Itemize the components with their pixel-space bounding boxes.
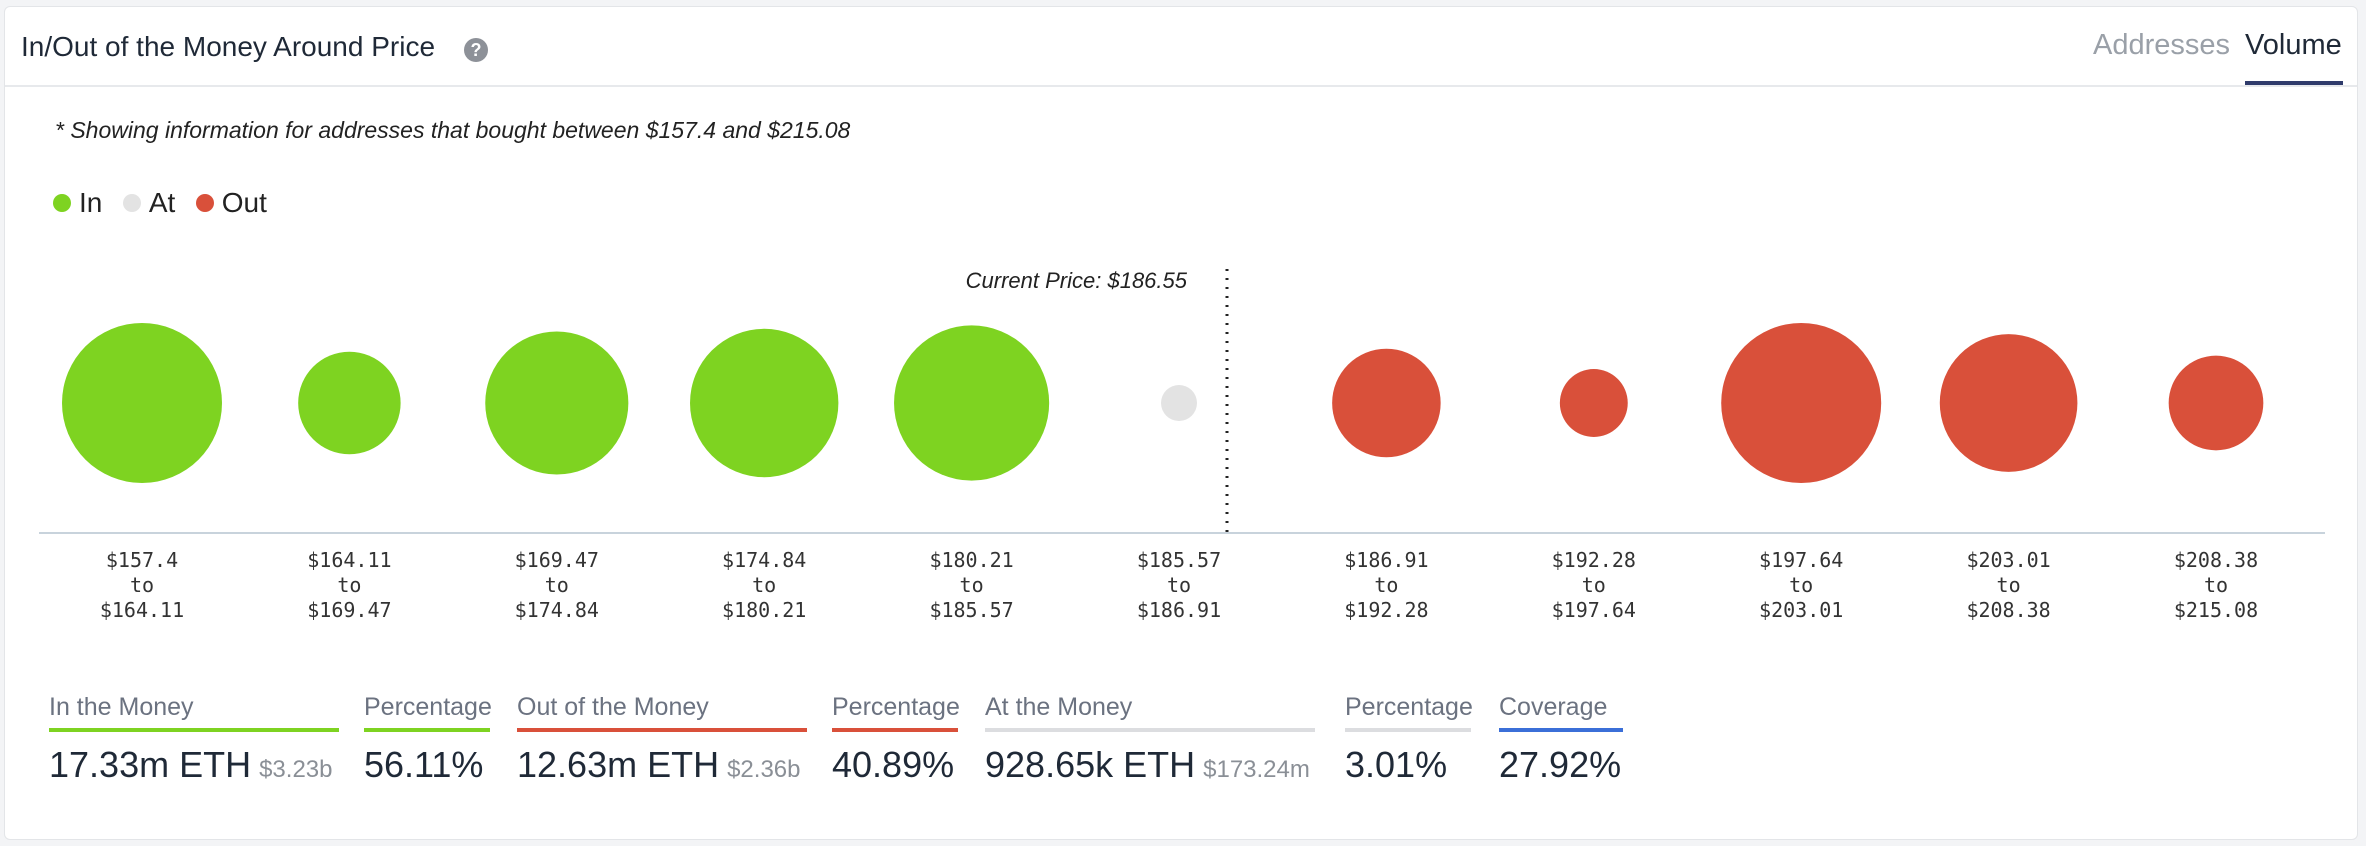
tick-label-connector: to [752, 573, 776, 597]
tick-label: $197.64 [1552, 598, 1636, 622]
stat-bar [985, 728, 1315, 732]
card-title: In/Out of the Money Around Price [21, 31, 436, 62]
stat-label: Percentage [1345, 693, 1473, 721]
tick-label-connector: to [337, 573, 361, 597]
chart-card: In/Out of the Money Around Price ? Addre… [4, 6, 2358, 840]
tab-addresses[interactable]: Addresses [2093, 29, 2231, 61]
bubble-chart: $157.4to$164.11$164.11to$169.47$169.47to… [39, 268, 2325, 622]
stat-usd-value: $2.36b [727, 756, 801, 783]
tick-label-connector: to [1582, 573, 1606, 597]
range-note: * Showing information for addresses that… [55, 117, 851, 143]
tick-label: $203.01 [1966, 548, 2050, 572]
tick-label: $197.64 [1759, 548, 1843, 572]
stat-value: 3.01% [1345, 744, 1448, 785]
stat-label: At the Money [985, 693, 1133, 721]
stat-main-value: 928.65k ETH [985, 744, 1196, 785]
bubble-in [62, 323, 222, 483]
tick-label: $169.47 [307, 598, 391, 622]
stat-label: Out of the Money [517, 693, 709, 721]
stat-coverage: Coverage 27.92% [1499, 693, 1623, 786]
stat-out-of-the-money: Out of the Money 12.63m ETH $2.36b [517, 693, 807, 786]
stat-at-the-money: At the Money 928.65k ETH $173.24m [985, 693, 1315, 786]
stat-label: In the Money [49, 693, 194, 721]
stat-in-the-money: In the Money 17.33m ETH $3.23b [49, 693, 339, 786]
legend-dot-at [122, 193, 141, 212]
legend-dot-in [53, 193, 71, 212]
legend-label-in: In [79, 187, 103, 218]
tick-label-connector: to [1167, 573, 1191, 597]
stat-bar [1499, 728, 1623, 732]
stat-in-percentage: Percentage 56.11% [364, 693, 492, 786]
bubble-out [1721, 323, 1882, 483]
bubble-in [485, 331, 629, 475]
tick-label: $192.28 [1552, 548, 1636, 572]
card-header: In/Out of the Money Around Price ? Addre… [5, 7, 2357, 87]
legend: In At Out [53, 187, 283, 221]
tick-label: $157.4 [106, 548, 178, 572]
tick-label: $208.38 [1966, 598, 2050, 622]
current-price-label: Current Price: $186.55 [966, 268, 1188, 293]
tick-label: $185.57 [1137, 548, 1221, 572]
tick-label: $186.91 [1137, 598, 1221, 622]
bubble-out [2168, 355, 2264, 451]
stat-bar [517, 728, 807, 732]
stat-label: Percentage [364, 693, 492, 721]
tick-label: $215.08 [2174, 598, 2258, 622]
stat-bar [1345, 728, 1471, 732]
tick-label-connector: to [545, 573, 569, 597]
tick-label-connector: to [960, 573, 984, 597]
tick-label-connector: to [1374, 573, 1398, 597]
stat-bar [832, 728, 958, 732]
tick-label: $180.21 [722, 598, 806, 622]
tick-label-connector: to [130, 573, 154, 597]
stat-at-percentage: Percentage 3.01% [1345, 693, 1473, 786]
tick-label: $203.01 [1759, 598, 1843, 622]
stat-value: 928.65k ETH $173.24m [985, 744, 1315, 786]
tick-label-connector: to [1789, 573, 1813, 597]
stat-out-percentage: Percentage 40.89% [832, 693, 960, 786]
tick-label: $174.84 [722, 548, 806, 572]
tick-label: $208.38 [2174, 548, 2258, 572]
stat-value: 17.33m ETH $3.23b [49, 744, 339, 786]
tab-volume[interactable]: Volume [2245, 29, 2342, 61]
tick-label: $169.47 [515, 548, 599, 572]
tick-label: $164.11 [100, 598, 184, 622]
stat-usd-value: $173.24m [1203, 756, 1310, 783]
stat-main-value: 12.63m ETH [517, 744, 720, 785]
bubble-out [1332, 348, 1441, 458]
bubble-out [1939, 334, 2078, 472]
tick-label: $174.84 [515, 598, 599, 622]
tick-label: $185.57 [929, 598, 1013, 622]
legend-dot-out [195, 193, 214, 212]
legend-item-in[interactable]: In [53, 187, 102, 219]
stat-label: Percentage [832, 693, 960, 721]
tick-label-connector: to [1997, 573, 2021, 597]
bubble-in [690, 328, 839, 478]
tick-label: $164.11 [307, 548, 391, 572]
tick-label: $180.21 [929, 548, 1013, 572]
stat-main-value: 17.33m ETH [49, 744, 252, 785]
stat-value: 56.11% [364, 744, 484, 785]
legend-label-out: Out [221, 187, 267, 218]
stat-bar [364, 728, 490, 732]
bubble-in [298, 351, 401, 455]
tick-label-connector: to [2204, 573, 2228, 597]
help-icon[interactable]: ? [464, 38, 488, 62]
tick-label: $192.28 [1344, 598, 1428, 622]
active-tab-indicator [2245, 81, 2343, 85]
legend-label-at: At [148, 187, 176, 218]
stat-label: Coverage [1499, 693, 1608, 721]
stat-usd-value: $3.23b [259, 756, 333, 783]
stat-bar [49, 728, 339, 732]
stat-value: 27.92% [1499, 744, 1622, 785]
legend-item-out[interactable]: Out [195, 187, 267, 219]
stat-value: 40.89% [832, 744, 955, 785]
bubble-in [894, 325, 1050, 481]
stat-value: 12.63m ETH $2.36b [517, 744, 807, 786]
tick-label: $186.91 [1344, 548, 1428, 572]
bubble-out [1559, 369, 1628, 437]
bubble-at [1161, 385, 1197, 421]
legend-item-at[interactable]: At [122, 187, 176, 219]
